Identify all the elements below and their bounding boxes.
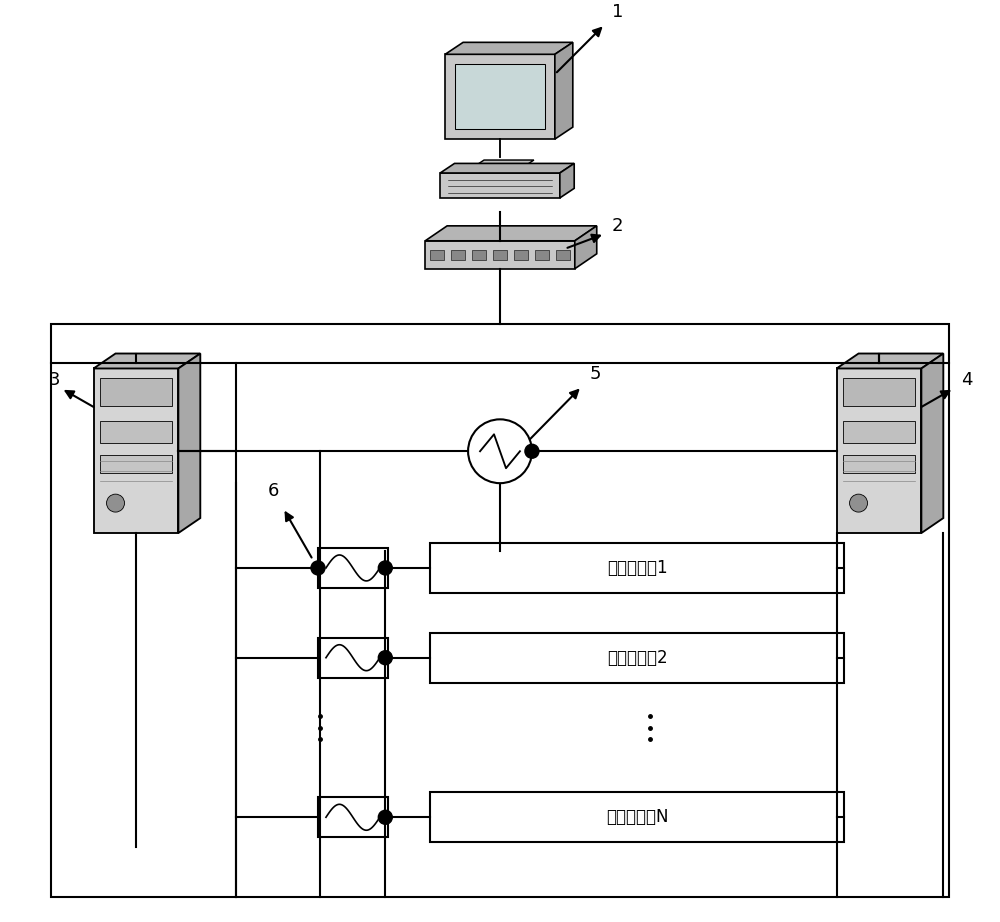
Bar: [318, 638, 388, 678]
Polygon shape: [575, 226, 597, 268]
Polygon shape: [94, 369, 178, 533]
Circle shape: [850, 494, 868, 512]
Circle shape: [378, 810, 392, 824]
Polygon shape: [445, 54, 555, 139]
Polygon shape: [555, 42, 573, 139]
Polygon shape: [837, 369, 921, 533]
Bar: [843, 378, 915, 407]
Polygon shape: [560, 163, 574, 198]
Text: 3: 3: [48, 372, 60, 389]
Polygon shape: [475, 160, 534, 166]
Text: 4: 4: [961, 372, 972, 389]
Polygon shape: [178, 353, 200, 533]
Polygon shape: [440, 173, 560, 198]
Bar: [556, 250, 570, 260]
Bar: [514, 250, 528, 260]
Text: 回旋行波剶2: 回旋行波剶2: [607, 649, 667, 667]
Bar: [430, 632, 844, 682]
Polygon shape: [425, 241, 575, 268]
Text: 回旋行波剶1: 回旋行波剶1: [607, 559, 667, 577]
Bar: [843, 455, 915, 473]
Text: 5: 5: [590, 365, 601, 384]
Text: 回旋行波管N: 回旋行波管N: [606, 809, 668, 826]
Bar: [493, 250, 507, 260]
Text: 1: 1: [612, 4, 623, 21]
Polygon shape: [445, 42, 573, 54]
Polygon shape: [921, 353, 943, 533]
Bar: [318, 798, 388, 837]
Polygon shape: [94, 353, 200, 369]
Polygon shape: [425, 226, 597, 241]
Bar: [100, 421, 172, 443]
Bar: [472, 250, 486, 260]
Circle shape: [468, 420, 532, 483]
Bar: [430, 792, 844, 842]
Bar: [430, 543, 844, 593]
Bar: [843, 421, 915, 443]
Text: 6: 6: [268, 482, 279, 500]
Polygon shape: [837, 353, 943, 369]
Bar: [455, 65, 545, 129]
Circle shape: [525, 444, 539, 458]
Bar: [318, 548, 388, 588]
Bar: [100, 378, 172, 407]
Text: 2: 2: [612, 217, 623, 235]
Bar: [100, 455, 172, 473]
Bar: [535, 250, 549, 260]
Bar: [430, 250, 444, 260]
Bar: [451, 250, 465, 260]
Circle shape: [378, 561, 392, 575]
Polygon shape: [440, 163, 574, 173]
Circle shape: [107, 494, 125, 512]
Circle shape: [311, 561, 325, 575]
Bar: [51, 324, 949, 897]
Circle shape: [378, 651, 392, 665]
